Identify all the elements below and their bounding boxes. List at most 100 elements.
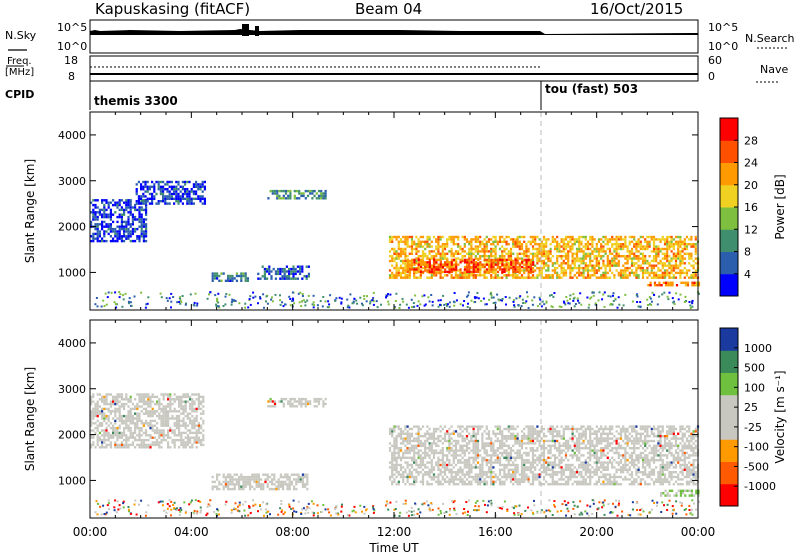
range-gate-cell bbox=[633, 264, 636, 267]
range-gate-cell bbox=[479, 468, 482, 471]
range-gate-cell bbox=[600, 266, 603, 270]
range-gate-cell bbox=[476, 238, 480, 241]
range-gate-cell bbox=[655, 250, 658, 253]
range-gate-cell bbox=[522, 302, 525, 304]
range-gate-cell bbox=[608, 238, 612, 241]
range-gate-cell bbox=[231, 475, 234, 479]
range-gate-cell bbox=[276, 189, 279, 193]
range-gate-cell bbox=[271, 483, 274, 486]
range-gate-cell bbox=[118, 230, 121, 233]
range-gate-cell bbox=[683, 247, 686, 251]
range-gate-cell bbox=[441, 437, 444, 440]
range-gate-cell bbox=[668, 235, 671, 239]
range-gate-cell bbox=[470, 243, 473, 246]
range-gate-cell bbox=[399, 259, 403, 263]
range-gate-cell bbox=[584, 243, 587, 246]
range-gate-cell bbox=[395, 463, 398, 467]
range-gate-cell bbox=[120, 213, 123, 216]
range-gate-cell bbox=[644, 255, 647, 258]
range-gate-cell bbox=[501, 475, 504, 479]
range-gate-cell bbox=[512, 425, 515, 428]
range-gate-cell bbox=[405, 303, 408, 306]
range-gate-cell bbox=[90, 434, 93, 437]
range-gate-cell bbox=[103, 232, 106, 236]
range-gate-cell bbox=[189, 436, 192, 439]
range-gate-cell bbox=[501, 468, 504, 471]
range-gate-cell bbox=[410, 240, 414, 243]
range-gate-cell bbox=[622, 269, 625, 272]
range-gate-cell bbox=[261, 275, 264, 278]
range-gate-cell bbox=[531, 299, 534, 302]
range-gate-cell bbox=[680, 281, 683, 284]
range-gate-cell bbox=[523, 276, 526, 279]
range-gate-cell bbox=[162, 395, 165, 399]
range-gate-cell bbox=[606, 264, 609, 267]
range-gate-cell bbox=[536, 255, 539, 258]
range-gate-cell bbox=[492, 475, 495, 479]
range-gate-cell bbox=[617, 262, 620, 265]
range-gate-cell bbox=[134, 431, 137, 435]
range-gate-cell bbox=[230, 301, 233, 304]
range-gate-cell bbox=[415, 444, 418, 447]
range-gate-cell bbox=[450, 480, 453, 483]
range-gate-cell bbox=[140, 218, 143, 221]
range-gate-cell bbox=[661, 276, 664, 279]
range-gate-cell bbox=[129, 206, 132, 209]
range-gate-cell bbox=[463, 439, 466, 443]
range-gate-cell bbox=[483, 444, 486, 447]
range-gate-cell bbox=[286, 483, 289, 486]
range-gate-cell bbox=[579, 292, 582, 295]
range-gate-cell bbox=[578, 235, 581, 239]
range-gate-cell bbox=[468, 276, 471, 279]
scatter-region bbox=[406, 258, 535, 274]
range-gate-cell bbox=[626, 245, 629, 248]
range-gate-cell bbox=[127, 414, 130, 418]
range-gate-cell bbox=[134, 412, 137, 415]
range-gate-cell bbox=[278, 189, 281, 193]
range-gate-cell bbox=[125, 225, 128, 228]
range-gate-cell bbox=[452, 461, 455, 464]
range-gate-cell bbox=[189, 293, 192, 296]
range-gate-cell bbox=[516, 442, 519, 445]
range-gate-cell bbox=[129, 235, 132, 238]
range-gate-cell bbox=[197, 426, 200, 430]
range-gate-cell bbox=[494, 454, 497, 457]
range-gate-cell bbox=[406, 442, 409, 445]
range-gate-cell bbox=[439, 258, 442, 262]
range-gate-cell bbox=[470, 270, 473, 274]
range-gate-cell bbox=[421, 235, 425, 239]
range-gate-cell bbox=[112, 434, 115, 437]
range-gate-cell bbox=[218, 483, 221, 486]
range-gate-cell bbox=[268, 270, 271, 273]
range-gate-cell bbox=[582, 266, 585, 270]
range-gate-cell bbox=[472, 466, 475, 469]
range-gate-cell bbox=[465, 444, 469, 447]
range-gate-cell bbox=[186, 202, 189, 205]
range-gate-cell bbox=[200, 438, 203, 442]
range-gate-cell bbox=[142, 232, 145, 236]
range-gate-cell bbox=[503, 463, 506, 467]
range-gate-cell bbox=[668, 276, 671, 279]
range-gate-cell bbox=[531, 266, 535, 270]
range-gate-cell bbox=[448, 480, 451, 483]
range-gate-cell bbox=[173, 443, 176, 447]
range-gate-cell bbox=[399, 468, 403, 471]
range-gate-cell bbox=[461, 255, 464, 258]
range-gate-cell bbox=[101, 223, 104, 226]
range-gate-cell bbox=[595, 271, 598, 275]
range-gate-cell bbox=[450, 238, 453, 241]
range-gate-cell bbox=[641, 255, 645, 258]
range-gate-cell bbox=[461, 430, 464, 433]
range-gate-cell bbox=[646, 298, 649, 301]
range-gate-cell bbox=[608, 250, 612, 253]
range-gate-cell bbox=[428, 258, 431, 262]
range-gate-cell bbox=[507, 427, 510, 431]
range-gate-cell bbox=[216, 274, 219, 278]
range-gate-cell bbox=[564, 245, 568, 248]
range-gate-cell bbox=[564, 262, 568, 265]
range-gate-cell bbox=[279, 270, 282, 273]
range-gate-cell bbox=[306, 189, 310, 193]
range-gate-cell bbox=[153, 395, 156, 399]
range-gate-cell bbox=[299, 270, 302, 273]
range-gate-cell bbox=[655, 264, 658, 267]
